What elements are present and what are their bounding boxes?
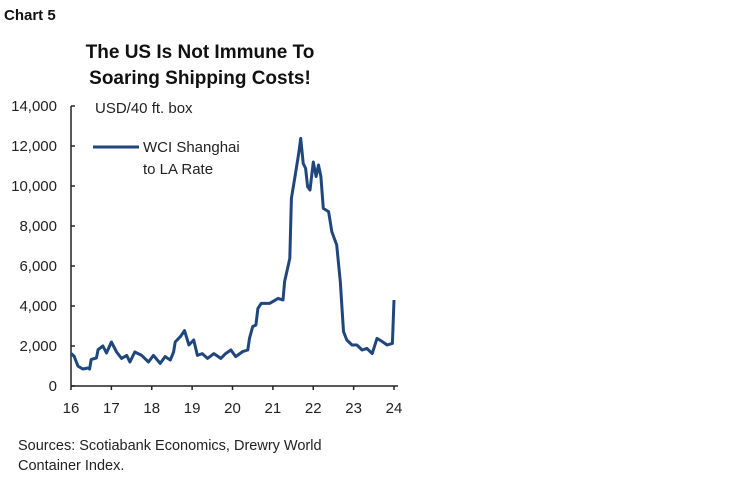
- y-tick-label: 0: [49, 378, 57, 395]
- source-line2: Container Index.: [18, 458, 124, 474]
- y-tick-label: 14,000: [11, 98, 57, 115]
- legend-label-line1: WCI Shanghai: [143, 139, 240, 156]
- chart-title-line2: Soaring Shipping Costs!: [89, 68, 311, 89]
- x-tick-label: 21: [265, 400, 282, 417]
- series-line-wci-shanghai-la: [69, 136, 396, 371]
- x-tick-label: 18: [143, 400, 160, 417]
- source-line1: Sources: Scotiabank Economics, Drewry Wo…: [18, 438, 322, 454]
- x-tick-label: 23: [345, 400, 362, 417]
- y-tick-label: 10,000: [11, 178, 57, 195]
- legend-label-line2: to LA Rate: [143, 161, 213, 178]
- y-tick-label: 4,000: [19, 298, 57, 315]
- y-tick-label: 2,000: [19, 338, 57, 355]
- y-tick-label: 12,000: [11, 138, 57, 155]
- y-tick-label: 6,000: [19, 258, 57, 275]
- y-axis-unit-label: USD/40 ft. box: [95, 100, 193, 117]
- x-tick-label: 22: [305, 400, 322, 417]
- x-tick-label: 16: [63, 400, 80, 417]
- chart-title-line1: The US Is Not Immune To: [86, 42, 315, 63]
- x-tick-label: 20: [224, 400, 241, 417]
- y-tick-label: 8,000: [19, 218, 57, 235]
- x-tick-label: 19: [184, 400, 201, 417]
- axes: 0 2,000 4,000 6,000 8,000 10,000 12,000 14,000 1…: [11, 98, 402, 417]
- x-tick-label: 17: [103, 400, 120, 417]
- legend: WCI Shanghai to LA Rate: [93, 139, 240, 178]
- plot-area: [69, 136, 396, 371]
- x-tick-label: 24: [386, 400, 403, 417]
- chart-number: Chart 5: [4, 7, 56, 24]
